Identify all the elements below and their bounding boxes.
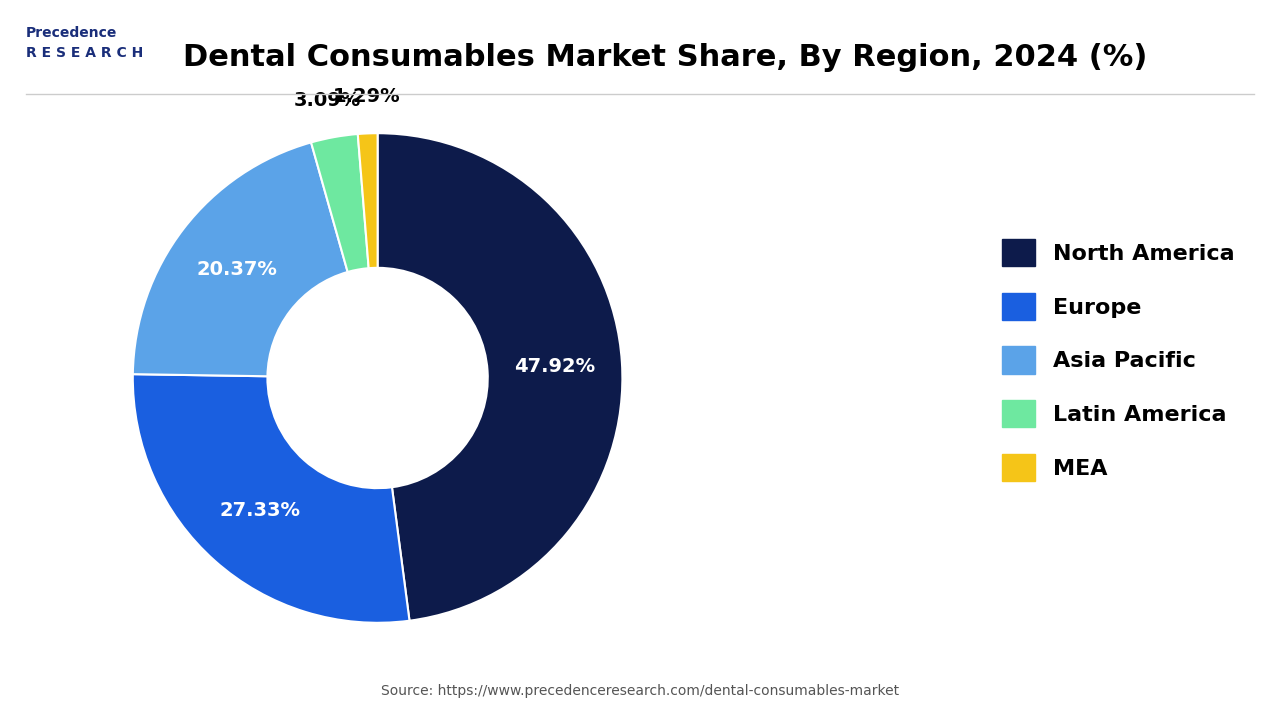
Text: 47.92%: 47.92% (515, 357, 595, 376)
Text: 20.37%: 20.37% (197, 261, 278, 279)
Wedge shape (378, 133, 622, 621)
Wedge shape (133, 143, 348, 377)
Text: 3.09%: 3.09% (294, 91, 361, 110)
Text: Source: https://www.precedenceresearch.com/dental-consumables-market: Source: https://www.precedenceresearch.c… (381, 684, 899, 698)
Text: Dental Consumables Market Share, By Region, 2024 (%): Dental Consumables Market Share, By Regi… (183, 43, 1148, 72)
Wedge shape (311, 134, 369, 272)
Text: 1.29%: 1.29% (333, 87, 401, 107)
Text: Precedence
R E S E A R C H: Precedence R E S E A R C H (26, 27, 143, 60)
Wedge shape (133, 374, 410, 623)
Wedge shape (358, 133, 378, 269)
Legend: North America, Europe, Asia Pacific, Latin America, MEA: North America, Europe, Asia Pacific, Lat… (993, 230, 1243, 490)
Text: 27.33%: 27.33% (219, 501, 300, 520)
